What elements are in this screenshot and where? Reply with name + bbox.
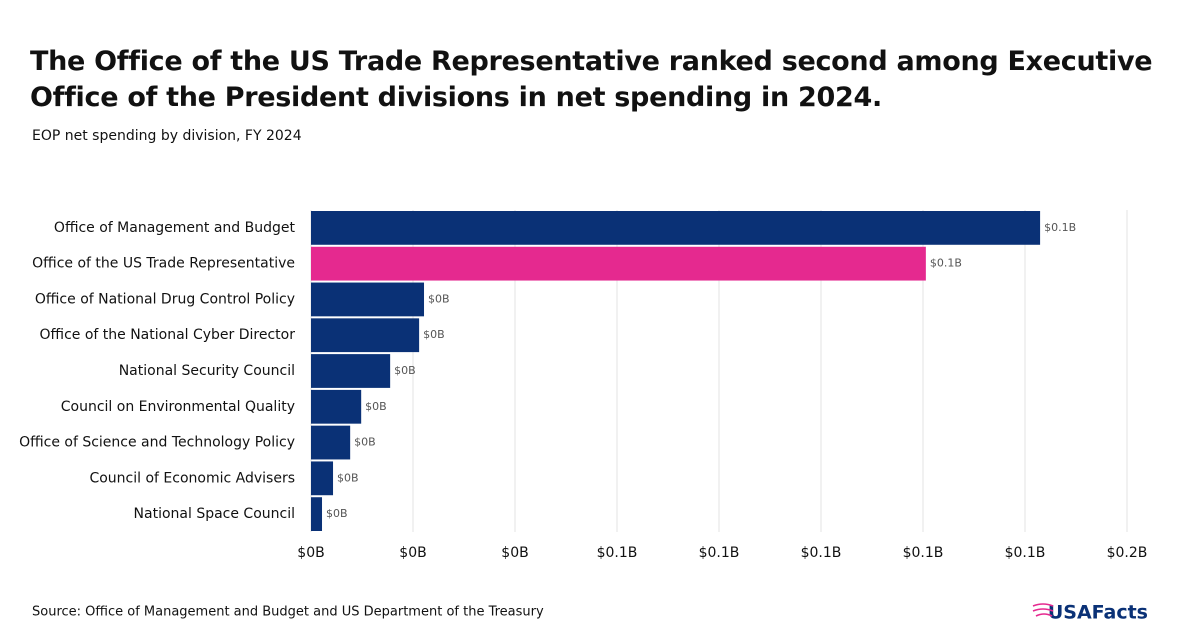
x-tick-label: $0.2B (1107, 545, 1148, 561)
logo-icon (1032, 603, 1054, 617)
x-tick-label: $0.1B (801, 545, 842, 561)
bar (311, 246, 926, 281)
source: Source: Office of Management and Budget … (32, 605, 544, 620)
y-tick-label: Council of Economic Advisers (89, 470, 295, 486)
value-label: $0.1B (930, 257, 962, 270)
bar (311, 211, 1041, 245)
bar (311, 318, 420, 353)
y-tick-label: Office of National Drug Control Policy (35, 291, 295, 307)
value-label: $0B (394, 364, 416, 377)
x-tick-label: $0.1B (903, 545, 944, 561)
y-tick-label: Office of Management and Budget (54, 220, 296, 236)
value-label: $0B (365, 400, 387, 413)
y-tick-label: Office of Science and Technology Policy (19, 435, 295, 451)
y-tick-label: National Space Council (134, 506, 295, 522)
logo: USAFacts (1048, 602, 1148, 624)
bar (311, 389, 362, 424)
x-tick-label: $0B (399, 545, 426, 561)
y-tick-label: Office of the National Cyber Director (40, 327, 296, 343)
value-label: $0B (428, 292, 450, 305)
value-label: $0B (337, 471, 359, 484)
bar (311, 461, 334, 496)
bar (311, 282, 425, 317)
bar (311, 425, 351, 460)
x-tick-label: $0.1B (1005, 545, 1046, 561)
x-tick-label: $0B (297, 545, 324, 561)
value-label: $0B (423, 328, 445, 341)
bar (311, 497, 323, 531)
x-tick-label: $0B (501, 545, 528, 561)
chart-title: The Office of the US Trade Representativ… (30, 46, 1153, 113)
x-tick-label: $0.1B (597, 545, 638, 561)
bar (311, 354, 391, 388)
value-label: $0B (326, 507, 348, 520)
value-label: $0B (354, 436, 376, 449)
y-tick-label: Council on Environmental Quality (61, 399, 295, 415)
title-box: The Office of the US Trade Representativ… (30, 46, 1153, 113)
x-tick-label: $0.1B (699, 545, 740, 561)
y-tick-label: Office of the US Trade Representative (32, 256, 295, 272)
value-label: $0.1B (1044, 221, 1076, 234)
y-tick-label: National Security Council (119, 363, 295, 379)
chart-subtitle: EOP net spending by division, FY 2024 (32, 128, 302, 144)
